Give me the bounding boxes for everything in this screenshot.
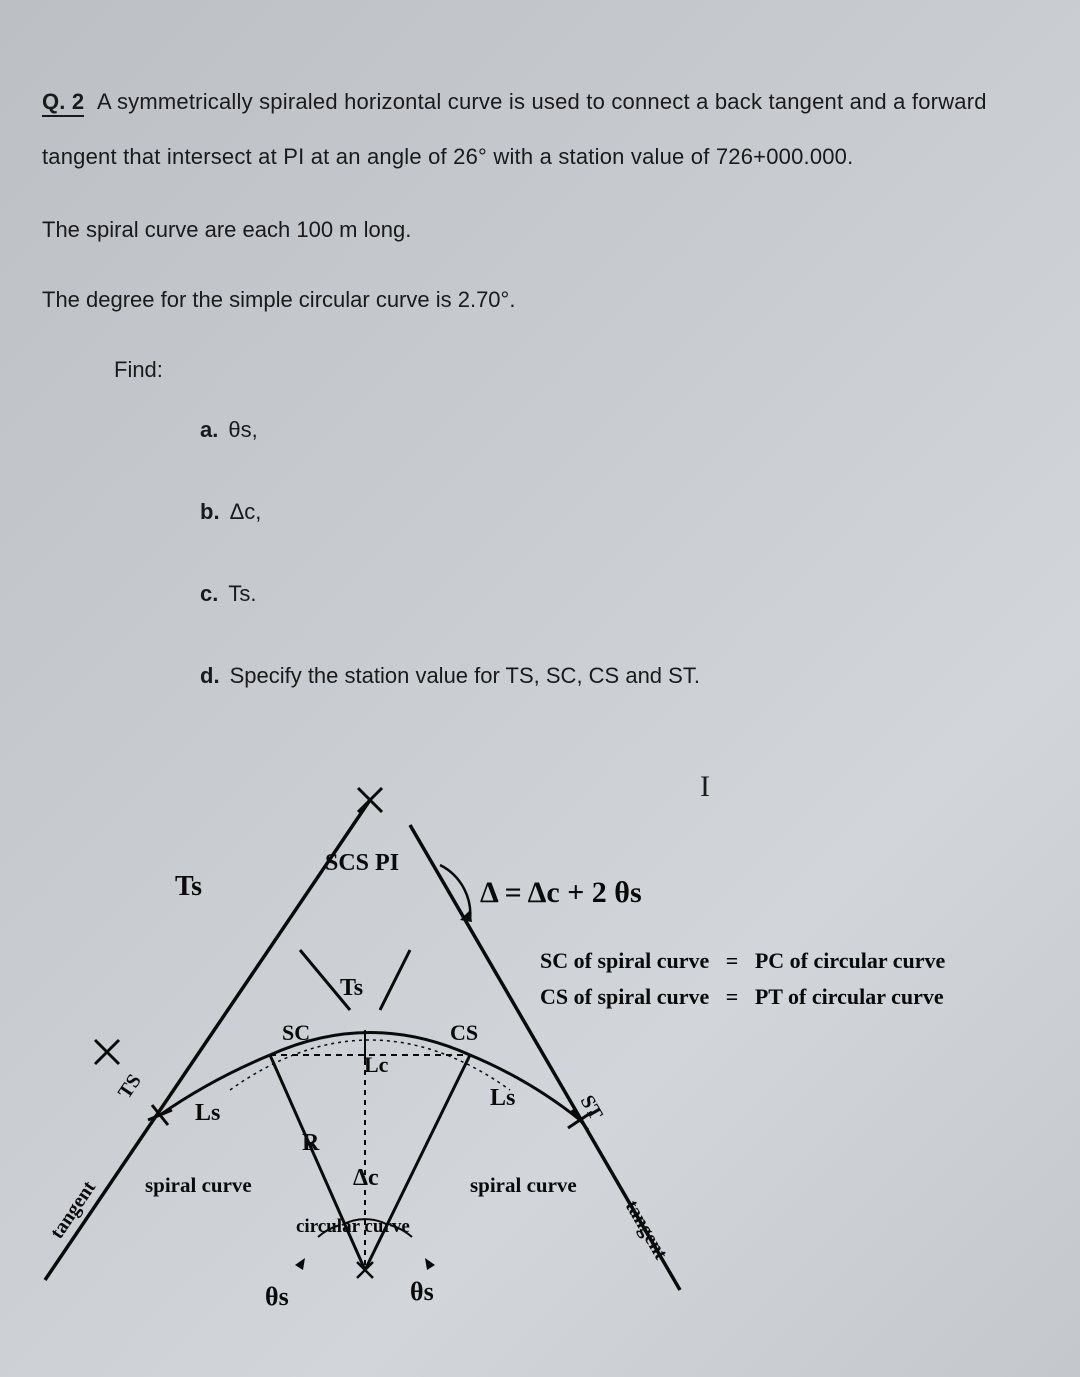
item-c-text: Ts.: [228, 581, 256, 606]
ls-right-label: Ls: [490, 1085, 515, 1111]
item-a: a. θs,: [200, 417, 1040, 443]
item-b-letter: b.: [200, 499, 220, 524]
item-a-letter: a.: [200, 417, 218, 442]
ts-offset-right: [380, 950, 410, 1010]
theta-s-left-label: θs: [265, 1282, 289, 1311]
item-b: b. Δc,: [200, 499, 1040, 525]
x-mark-left: [95, 1040, 119, 1064]
delta-c-label: Δc: [353, 1165, 379, 1191]
page: Q. 2 A symmetrically spiraled horizontal…: [0, 0, 1080, 1377]
question-line-3: The spiral curve are each 100 m long.: [42, 217, 1040, 243]
theta-right-arrow: [425, 1258, 435, 1270]
delta-arc: [440, 865, 470, 920]
question-line-4: The degree for the simple circular curve…: [42, 287, 1040, 313]
scs-pi-label: SCS PI: [325, 850, 399, 876]
item-a-text: θs,: [228, 417, 257, 442]
lc-label: Lc: [364, 1052, 389, 1077]
cs-label: CS: [450, 1020, 478, 1045]
ts-upper-label: Ts: [175, 871, 202, 902]
back-tangent-line: [45, 800, 370, 1280]
ts-lower-label: Ts: [340, 975, 363, 1001]
sc-label: SC: [282, 1020, 310, 1045]
question-line-1: Q. 2 A symmetrically spiraled horizontal…: [42, 85, 1040, 118]
radius-right: [365, 1055, 470, 1270]
tangent-right-label: tangent: [621, 1197, 672, 1264]
theta-s-right-label: θs: [410, 1277, 434, 1306]
diagram-labels: Ts SCS PI Ts SC CS Lc Ls Ls R Δc θs θs s…: [46, 850, 672, 1311]
curve-diagram-svg: Ts SCS PI Ts SC CS Lc Ls Ls R Δc θs θs s…: [40, 770, 1040, 1350]
find-label: Find:: [114, 357, 1040, 383]
diagram-zone: I Δ = Δc + 2 θs SC of spiral curve = PC …: [40, 770, 1040, 1350]
item-c-letter: c.: [200, 581, 218, 606]
spiral-right-label: spiral curve: [470, 1173, 577, 1197]
item-b-text: Δc,: [230, 499, 262, 524]
ts-point-label: TS: [114, 1070, 146, 1103]
question-line-2: tangent that intersect at PI at an angle…: [42, 140, 1040, 173]
theta-left-arrow: [295, 1258, 305, 1270]
question-number: Q. 2: [42, 89, 84, 117]
circular-curve-label: circular curve: [296, 1216, 410, 1237]
x-mark-top: [358, 788, 382, 812]
item-d: d. Specify the station value for TS, SC, …: [200, 663, 1040, 689]
item-c: c. Ts.: [200, 581, 1040, 607]
items-list: a. θs, b. Δc, c. Ts. d. Specify the station …: [200, 417, 1040, 689]
item-d-text: Specify the station value for TS, SC, CS…: [230, 663, 700, 688]
spiral-left-label: spiral curve: [145, 1173, 252, 1197]
r-label: R: [302, 1130, 320, 1156]
radius-left: [270, 1055, 365, 1270]
item-d-letter: d.: [200, 663, 220, 688]
ls-left-label: Ls: [195, 1100, 220, 1126]
q1-text: A symmetrically spiraled horizontal curv…: [97, 89, 987, 114]
